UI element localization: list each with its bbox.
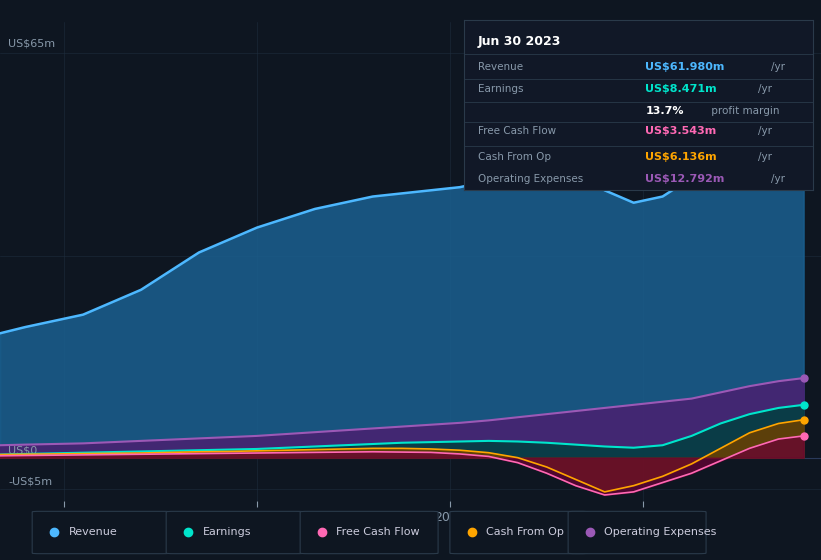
- Text: 13.7%: 13.7%: [645, 106, 684, 116]
- Text: -US$5m: -US$5m: [8, 477, 53, 487]
- Text: Operating Expenses: Operating Expenses: [478, 174, 583, 184]
- Text: Earnings: Earnings: [203, 527, 251, 537]
- Text: Revenue: Revenue: [478, 62, 523, 72]
- FancyBboxPatch shape: [568, 511, 706, 554]
- Text: Free Cash Flow: Free Cash Flow: [337, 527, 420, 537]
- Text: /yr: /yr: [759, 84, 773, 94]
- FancyBboxPatch shape: [32, 511, 170, 554]
- Text: US$65m: US$65m: [8, 39, 55, 49]
- Text: US$0: US$0: [8, 445, 38, 455]
- Text: US$8.471m: US$8.471m: [645, 84, 717, 94]
- FancyBboxPatch shape: [300, 511, 438, 554]
- Text: /yr: /yr: [771, 174, 785, 184]
- Text: Revenue: Revenue: [68, 527, 117, 537]
- Text: US$6.136m: US$6.136m: [645, 152, 717, 162]
- Text: profit margin: profit margin: [708, 106, 780, 116]
- Text: Earnings: Earnings: [478, 84, 523, 94]
- Text: US$3.543m: US$3.543m: [645, 127, 717, 137]
- Text: Free Cash Flow: Free Cash Flow: [478, 127, 556, 137]
- FancyBboxPatch shape: [166, 511, 304, 554]
- Text: US$61.980m: US$61.980m: [645, 62, 725, 72]
- Text: Cash From Op: Cash From Op: [478, 152, 551, 162]
- Text: /yr: /yr: [759, 152, 773, 162]
- Text: Cash From Op: Cash From Op: [486, 527, 564, 537]
- Text: Jun 30 2023: Jun 30 2023: [478, 35, 562, 48]
- Text: US$12.792m: US$12.792m: [645, 174, 725, 184]
- FancyBboxPatch shape: [450, 511, 588, 554]
- Text: /yr: /yr: [771, 62, 785, 72]
- Text: Operating Expenses: Operating Expenses: [604, 527, 717, 537]
- Text: /yr: /yr: [759, 127, 773, 137]
